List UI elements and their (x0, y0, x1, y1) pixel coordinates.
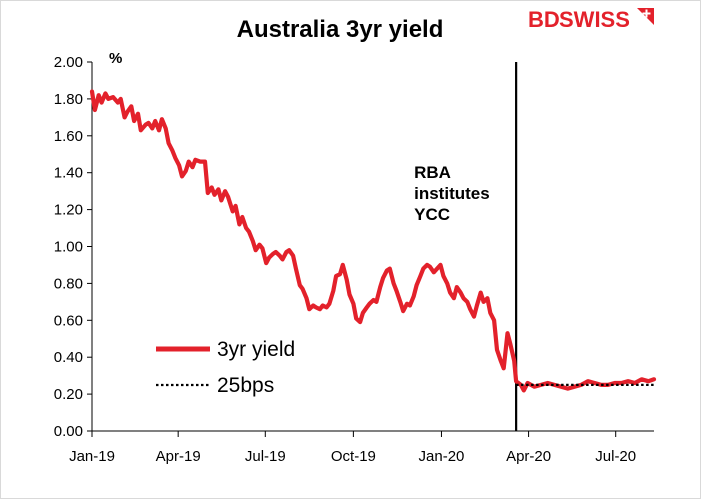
y-tick-label: 1.60 (54, 128, 83, 145)
logo-text-swiss: SWISS (559, 7, 630, 32)
y-tick-label: 0.00 (54, 423, 83, 440)
y-tick-label: 2.00 (54, 54, 83, 71)
y-tick-label: 0.60 (54, 312, 83, 329)
series-line-3yr-yield (89, 89, 657, 393)
brand-logo: BD SWISS (528, 7, 654, 32)
y-tick-label: 1.00 (54, 239, 83, 256)
x-tick-label: Oct-19 (331, 448, 376, 465)
x-tick-label: Jan-20 (419, 448, 465, 465)
annotation-line-2: institutes (414, 184, 490, 203)
chart-title: Australia 3yr yield (237, 16, 444, 43)
x-tick-label: Jan-19 (69, 448, 115, 465)
y-tick-label: 0.80 (54, 275, 83, 292)
annotation-line-3: YCC (414, 205, 450, 224)
y-tick-label: 1.40 (54, 165, 83, 182)
legend-item-25bps: 25bps (156, 374, 274, 397)
legend-item-3yr-yield: 3yr yield (156, 338, 295, 361)
annotation: RBA institutes YCC (414, 62, 518, 431)
y-tick-label: 1.20 (54, 202, 83, 219)
y-tick-label: 1.80 (54, 91, 83, 108)
y-axis-unit-label: % (109, 50, 122, 67)
logo-text-bd: BD (528, 7, 560, 32)
legend-label-3yr-yield: 3yr yield (217, 338, 295, 361)
legend-label-25bps: 25bps (217, 374, 274, 397)
x-axis: Jan-19 Apr-19 Jul-19 Oct-19 Jan-20 Apr-20 Jul-… (69, 430, 654, 465)
x-tick-label: Apr-19 (156, 448, 201, 465)
legend: 3yr yield 25bps (156, 338, 295, 397)
swiss-cross-icon (637, 8, 654, 25)
x-tick-label: Jul-19 (245, 448, 286, 465)
x-tick-label: Apr-20 (506, 448, 551, 465)
y-tick-label: 0.40 (54, 349, 83, 366)
y-tick-label: 0.20 (54, 386, 83, 403)
annotation-line-1: RBA (414, 163, 451, 182)
x-tick-label: Jul-20 (595, 448, 636, 465)
y-axis: 0.00 0.20 0.40 0.60 0.80 1.00 1.20 1.40 1.60 1.80… (54, 54, 93, 440)
